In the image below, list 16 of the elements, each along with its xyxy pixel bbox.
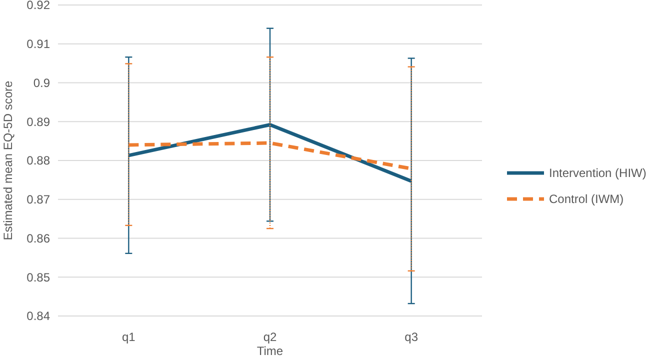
x-tick-label: q2 (263, 330, 277, 344)
legend-label: Control (IWM) (549, 192, 624, 206)
y-tick-label: 0.9 (33, 76, 50, 90)
y-tick-label: 0.85 (26, 270, 50, 284)
y-tick-label: 0.92 (26, 0, 50, 12)
y-tick-label: 0.88 (26, 154, 50, 168)
y-tick-label: 0.84 (26, 309, 50, 324)
y-tick-label: 0.89 (26, 114, 50, 129)
y-tick-label: 0.86 (26, 231, 50, 246)
y-axis-title: Estimated mean EQ-5D score (1, 80, 15, 240)
legend-label: Intervention (HIW) (549, 166, 646, 180)
y-tick-label: 0.91 (26, 37, 50, 52)
x-tick-label: q3 (404, 330, 418, 344)
y-tick-label: 0.87 (26, 192, 50, 207)
x-tick-label: q1 (122, 330, 136, 344)
x-axis-title: Time (256, 344, 284, 358)
